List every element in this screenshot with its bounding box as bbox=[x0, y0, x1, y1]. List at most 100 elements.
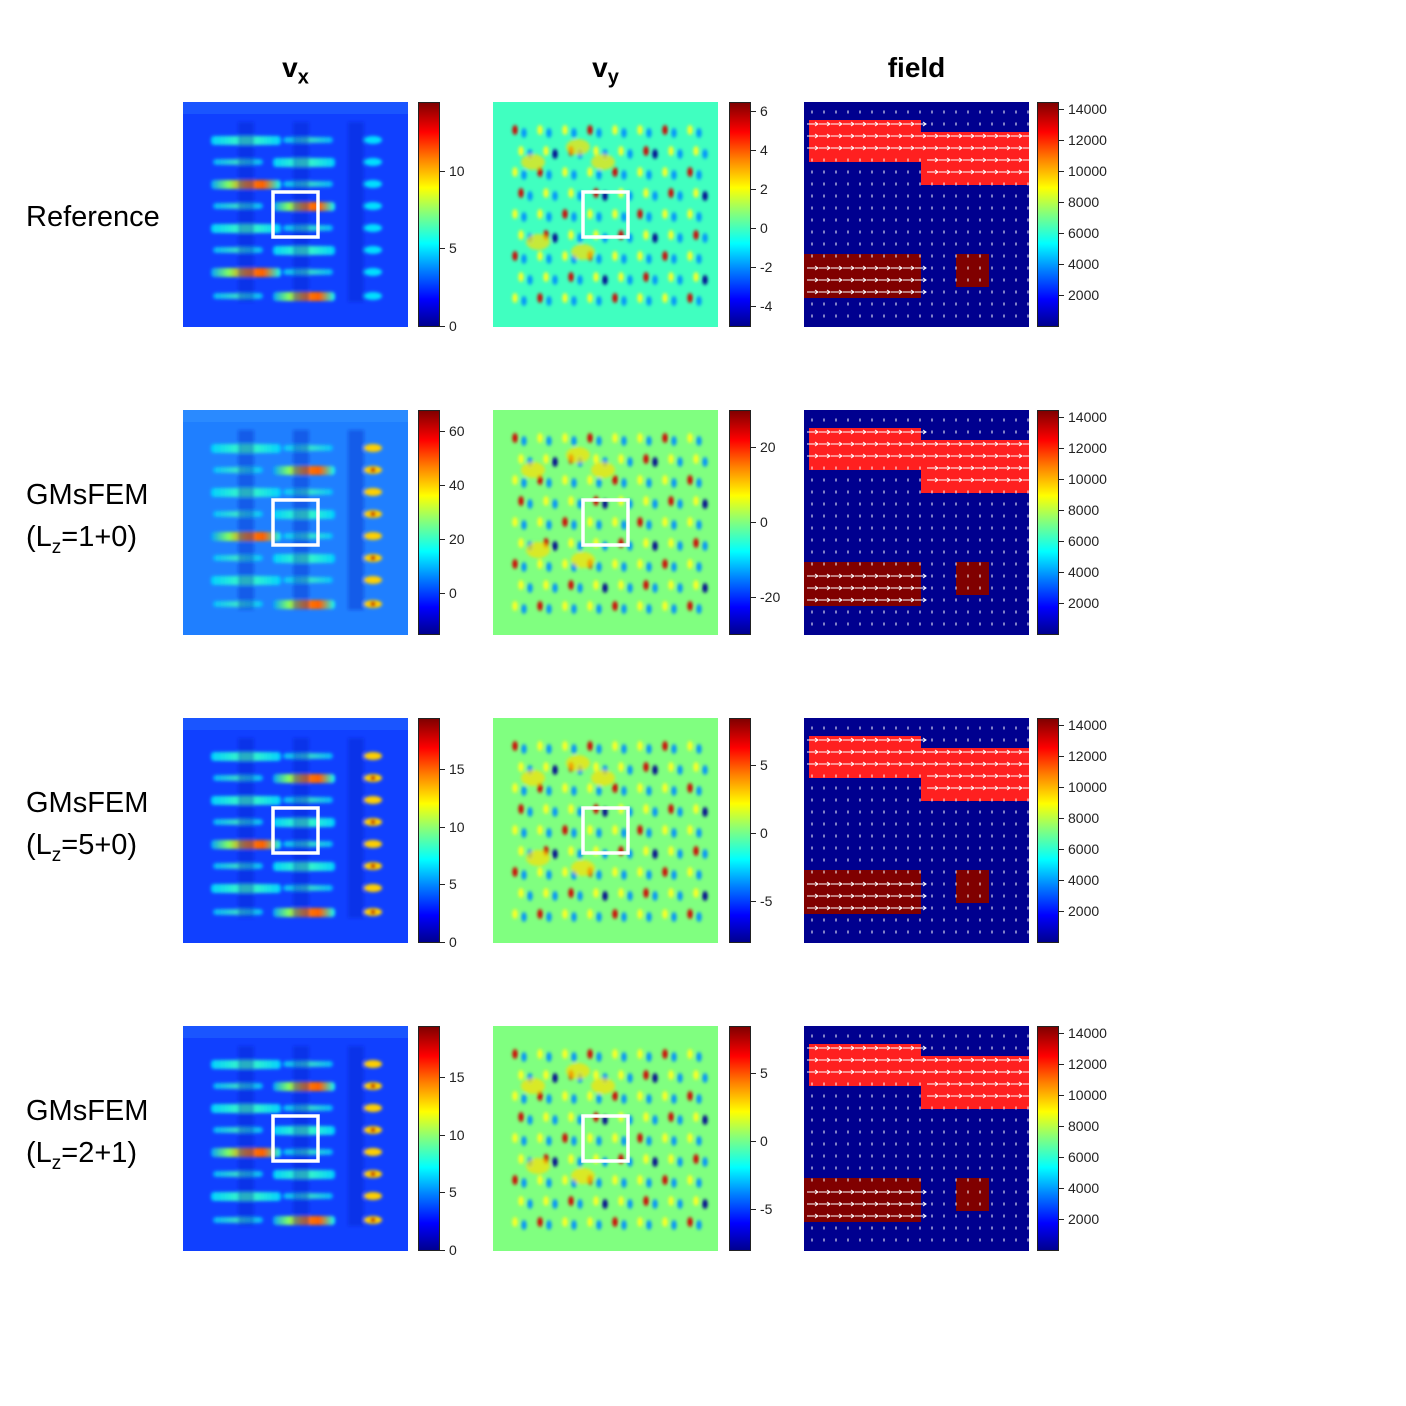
high-value-region bbox=[804, 562, 921, 606]
colorbar-tick-label: 4000 bbox=[1058, 871, 1100, 888]
column-title-base: v bbox=[282, 52, 298, 83]
colorbar-tick-label: 20 bbox=[751, 438, 776, 455]
colorbar-tick-label: -20 bbox=[750, 588, 781, 605]
colorbar-tick-label: 4 bbox=[751, 141, 768, 158]
vy-colorbar-0 bbox=[729, 102, 751, 327]
field-panel-1 bbox=[804, 410, 1029, 635]
colorbar-tick-label: 0 bbox=[440, 934, 457, 950]
colorbar-tick-label: 0 bbox=[440, 318, 457, 334]
vx-panel-0 bbox=[183, 102, 408, 327]
column-title-0: vx bbox=[183, 52, 408, 90]
colorbar-tick-label: 5 bbox=[751, 756, 768, 773]
colorbar-tick-label: 6000 bbox=[1058, 1148, 1100, 1165]
colorbar-tick-label: 6 bbox=[751, 102, 768, 119]
colorbar-tick-label: 12000 bbox=[1059, 131, 1107, 148]
field-colorbar-1 bbox=[1037, 410, 1059, 635]
high-value-region bbox=[804, 870, 921, 914]
label-suffix: =1+0) bbox=[61, 521, 138, 553]
vy-panel-2 bbox=[493, 718, 718, 943]
column-title-2: field bbox=[804, 52, 1029, 84]
high-value-region bbox=[804, 1178, 921, 1222]
label-prefix: (L bbox=[26, 521, 52, 553]
colorbar-tick-label: 10 bbox=[440, 1126, 465, 1143]
label-prefix: (L bbox=[26, 829, 52, 861]
colorbar-tick-label: 8000 bbox=[1058, 1117, 1100, 1134]
colorbar-tick-label: 14000 bbox=[1059, 1024, 1107, 1041]
field-colorbar-0 bbox=[1037, 102, 1059, 327]
high-value-region bbox=[804, 254, 921, 298]
column-title-1: vy bbox=[493, 52, 718, 90]
colorbar-tick-label: 10000 bbox=[1059, 778, 1107, 795]
column-title-base: v bbox=[592, 52, 608, 83]
row-label-sub-1: (Lz=1+0) bbox=[26, 520, 137, 565]
colorbar-tick-label: 2000 bbox=[1058, 594, 1100, 611]
vx-colorbar-1 bbox=[418, 410, 440, 635]
vx-colorbar-3 bbox=[418, 1026, 440, 1251]
colorbar-tick-label: 10000 bbox=[1059, 1086, 1107, 1103]
row-label-0: Reference bbox=[26, 201, 160, 233]
colorbar-tick-label: 15 bbox=[440, 1068, 465, 1085]
highlight-box bbox=[271, 1114, 320, 1163]
panel-background bbox=[493, 718, 718, 943]
column-title-sub: y bbox=[607, 66, 619, 89]
colorbar-tick-label: 2000 bbox=[1058, 902, 1100, 919]
vx-panel-3 bbox=[183, 1026, 408, 1251]
colorbar-tick-label: 0 bbox=[751, 824, 768, 841]
vy-panel-0 bbox=[493, 102, 718, 327]
row-label-1: GMsFEM bbox=[26, 479, 149, 511]
colorbar-tick-label: 2 bbox=[751, 181, 768, 198]
colorbar-tick-label: 8000 bbox=[1058, 809, 1100, 826]
highlight-box bbox=[581, 498, 630, 547]
panel-background bbox=[493, 410, 718, 635]
colorbar-tick-label: 12000 bbox=[1059, 1055, 1107, 1072]
vx-panel-2 bbox=[183, 718, 408, 943]
high-value-region bbox=[956, 870, 989, 903]
colorbar-tick-label: -5 bbox=[750, 893, 773, 910]
label-subscript: z bbox=[51, 844, 62, 866]
field-colorbar-2 bbox=[1037, 718, 1059, 943]
row-label-sub-3: (Lz=2+1) bbox=[26, 1136, 137, 1181]
row-label-sub-2: (Lz=5+0) bbox=[26, 828, 137, 873]
colorbar-tick-label: -4 bbox=[750, 298, 773, 315]
colorbar-tick-label: 2000 bbox=[1058, 1210, 1100, 1227]
highlight-box bbox=[271, 190, 320, 239]
panel-background bbox=[493, 1026, 718, 1251]
high-value-region bbox=[956, 254, 989, 287]
vx-colorbar-2 bbox=[418, 718, 440, 943]
highlight-box bbox=[271, 498, 320, 547]
colorbar-tick-label: 10 bbox=[440, 162, 465, 179]
column-title-sub: x bbox=[297, 66, 309, 89]
highlight-box bbox=[581, 190, 630, 239]
colorbar-tick-label: 6000 bbox=[1058, 224, 1100, 241]
row-label-3: GMsFEM bbox=[26, 1095, 149, 1127]
colorbar-tick-label: 0 bbox=[440, 1242, 457, 1258]
colorbar-tick-label: 5 bbox=[751, 1064, 768, 1081]
colorbar-tick-label: 10000 bbox=[1059, 162, 1107, 179]
vy-panel-1 bbox=[493, 410, 718, 635]
highlight-box bbox=[271, 806, 320, 855]
colorbar-tick-label: -5 bbox=[750, 1201, 773, 1218]
highlight-box bbox=[581, 1114, 630, 1163]
label-prefix: (L bbox=[26, 1137, 52, 1169]
colorbar-tick-label: 5 bbox=[440, 1184, 457, 1201]
colorbar-tick-label: 0 bbox=[751, 1132, 768, 1149]
field-panel-2 bbox=[804, 718, 1029, 943]
colorbar-tick-label: -2 bbox=[750, 259, 773, 276]
colorbar-tick-label: 6000 bbox=[1058, 840, 1100, 857]
colorbar-tick-label: 10 bbox=[440, 818, 465, 835]
field-panel-3 bbox=[804, 1026, 1029, 1251]
colorbar-tick-label: 15 bbox=[440, 760, 465, 777]
vx-panel-1 bbox=[183, 410, 408, 635]
colorbar-tick-label: 6000 bbox=[1058, 532, 1100, 549]
vy-colorbar-2 bbox=[729, 718, 751, 943]
highlight-box bbox=[581, 806, 630, 855]
high-value-region bbox=[956, 562, 989, 595]
colorbar-tick-label: 2000 bbox=[1058, 286, 1100, 303]
vy-panel-3 bbox=[493, 1026, 718, 1251]
colorbar-tick-label: 0 bbox=[751, 513, 768, 530]
colorbar-tick-label: 8000 bbox=[1058, 193, 1100, 210]
label-subscript: z bbox=[51, 536, 62, 558]
colorbar-tick-label: 10000 bbox=[1059, 470, 1107, 487]
label-subscript: z bbox=[51, 1152, 62, 1174]
panel-background bbox=[493, 102, 718, 327]
